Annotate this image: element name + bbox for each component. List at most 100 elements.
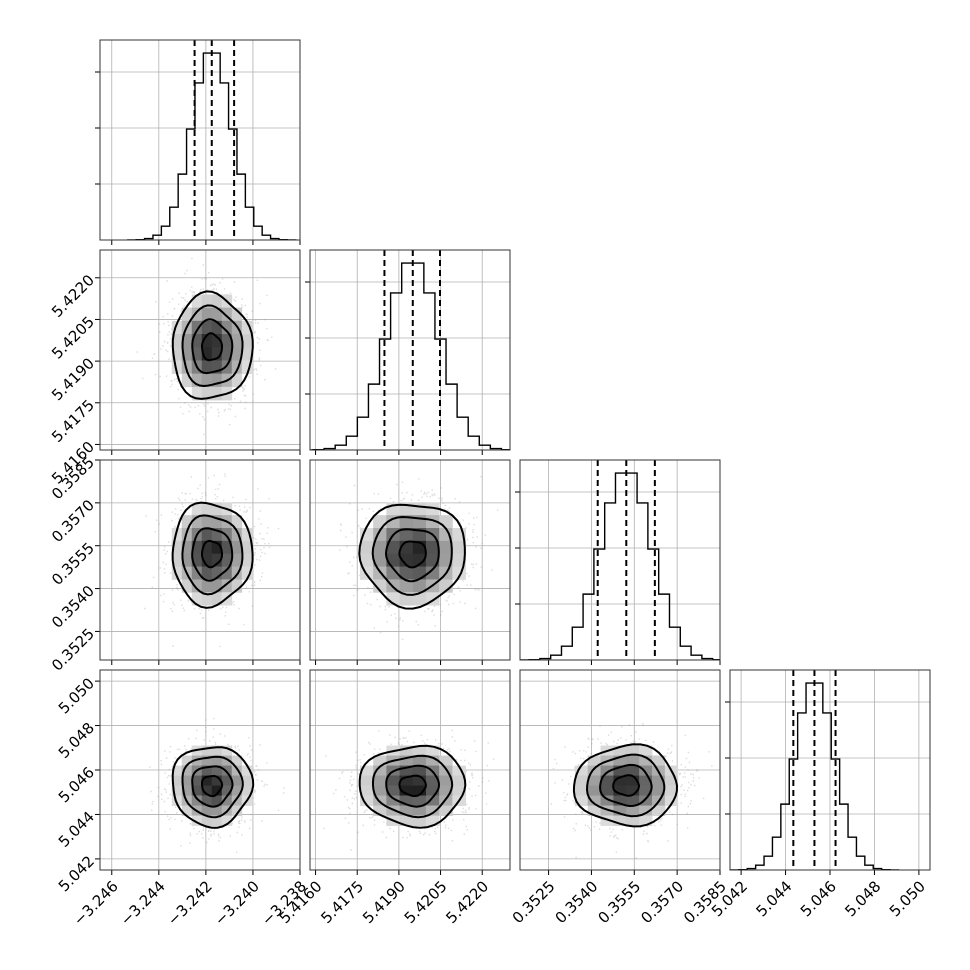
density-cell: [425, 805, 440, 816]
density-cell: [574, 765, 589, 776]
density-cell: [171, 785, 183, 796]
density-cell: [412, 502, 427, 516]
panel-frame: [309, 459, 511, 661]
density-cell: [639, 795, 653, 806]
density-cell: [201, 815, 213, 826]
density-cell: [231, 775, 243, 786]
density-cell: [425, 795, 440, 806]
y-tick-label: 0.3540: [48, 582, 98, 632]
density-cell: [171, 528, 183, 542]
density-cell: [201, 579, 213, 593]
density-cell: [211, 785, 223, 796]
density-cell: [386, 540, 400, 555]
density-cell: [439, 540, 453, 555]
density-cell: [171, 566, 183, 580]
density-cell: [574, 775, 589, 786]
y-tick-label: 5.4190: [48, 354, 98, 404]
y-tick-label: 5.4220: [48, 271, 98, 321]
density-cell: [574, 785, 589, 796]
density-cell: [399, 775, 414, 786]
density-cell: [399, 515, 414, 529]
density-cell: [201, 515, 213, 529]
density-cell: [231, 553, 243, 567]
density-cell: [181, 347, 193, 361]
y-tick-label: 0.3555: [48, 539, 98, 589]
density-cell: [452, 785, 466, 796]
density-cell: [241, 566, 253, 580]
density-cell: [439, 755, 453, 766]
density-cell: [221, 745, 233, 756]
density-cell: [201, 805, 213, 816]
density-cell: [439, 553, 453, 567]
density-cell: [231, 795, 243, 806]
density-cell: [221, 775, 233, 786]
density-cell: [171, 553, 183, 567]
y-tick-label: 0.3525: [48, 625, 98, 675]
density-cell: [639, 805, 653, 816]
contour-line: [191, 318, 234, 375]
density-cell: [201, 540, 213, 555]
density-cell: [373, 553, 387, 567]
density-cell: [191, 553, 203, 567]
density-cell: [221, 334, 233, 348]
x-tick-label: −3.240: [211, 877, 263, 929]
density-cell: [360, 775, 374, 786]
density-cell: [425, 540, 440, 555]
density-cell: [181, 307, 193, 322]
density-cell: [191, 815, 203, 826]
density-cell: [412, 765, 427, 776]
density-cell: [171, 347, 183, 361]
density-cell: [201, 386, 213, 401]
density-cell: [211, 307, 223, 322]
density-cell: [221, 347, 233, 361]
panel-frame: [309, 669, 511, 871]
contour-line: [171, 746, 255, 829]
panel-frame: [99, 669, 301, 871]
x-tick-label: 5.4205: [401, 877, 451, 927]
density-cell: [211, 528, 223, 542]
density-cell: [386, 785, 400, 796]
contour-line: [181, 304, 244, 388]
density-cell: [181, 579, 193, 593]
density-cell: [652, 755, 666, 766]
panel-frame: [99, 249, 301, 451]
density-cell: [439, 765, 453, 776]
density-cell: [201, 592, 213, 606]
density-cell: [639, 775, 653, 786]
density-cell: [587, 805, 601, 816]
x-tick-label: 5.044: [752, 877, 795, 920]
density-cell: [613, 795, 627, 806]
density-cell: [191, 785, 203, 796]
contour-line: [201, 332, 223, 362]
density-cell: [201, 566, 213, 580]
density-cell: [373, 765, 387, 776]
y-tick-label: 0.3570: [48, 496, 98, 546]
density-cell: [425, 755, 440, 766]
density-cell: [201, 360, 213, 375]
density-cell: [664, 775, 679, 786]
y-tick-label: 5.4205: [48, 313, 98, 363]
density-cell: [626, 745, 640, 756]
density-cell: [439, 805, 453, 816]
density-cell: [171, 360, 183, 375]
density-cell: [613, 775, 627, 786]
y-tick-label: 5.4175: [48, 396, 98, 446]
x-tick-label: −3.244: [117, 877, 169, 929]
density-cell: [425, 785, 440, 796]
density-cell: [201, 294, 213, 309]
density-cell: [231, 805, 243, 816]
x-tick-label: 5.4175: [317, 877, 367, 927]
density-cell: [399, 805, 414, 816]
scatter-panel-0-3: 5.0425.0445.0465.0485.050−3.246−3.244−3.…: [55, 669, 310, 929]
density-cell: [373, 805, 387, 816]
density-cell: [171, 540, 183, 555]
density-cell: [231, 373, 243, 388]
panel-frame: [99, 39, 301, 241]
density-cell: [412, 775, 427, 786]
x-tick-label: 5.4190: [359, 877, 409, 927]
density-cell: [221, 360, 233, 375]
panel-frame: [729, 669, 931, 871]
contour-line: [171, 290, 254, 400]
